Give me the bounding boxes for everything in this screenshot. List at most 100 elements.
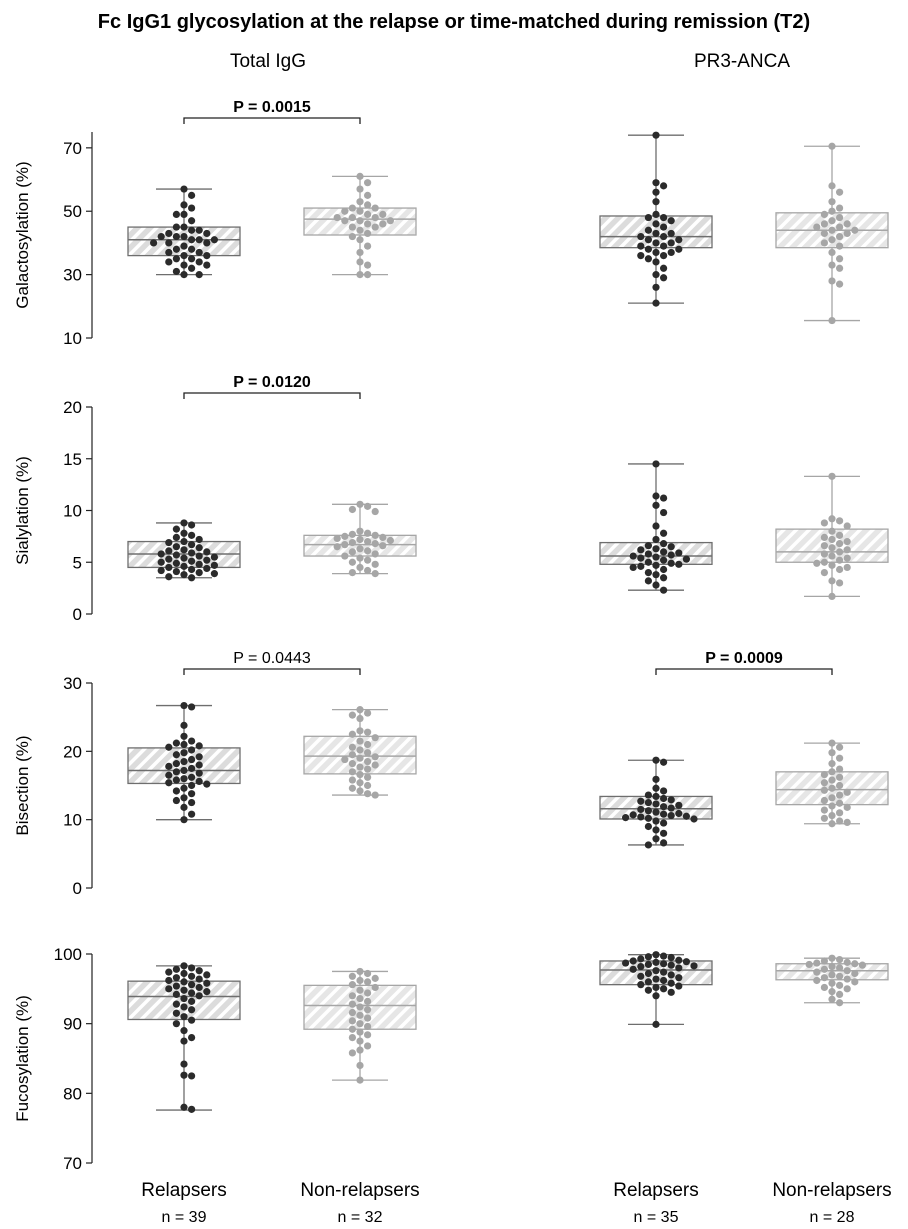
data-point — [652, 792, 660, 801]
data-point — [203, 239, 211, 247]
data-point — [203, 252, 211, 260]
data-point — [629, 552, 637, 560]
n-label-nonrelapsers-pr3: n = 28 — [810, 1209, 855, 1226]
data-point — [652, 553, 660, 561]
data-point — [843, 522, 851, 530]
data-point — [820, 814, 829, 822]
data-point — [652, 198, 660, 206]
data-point — [660, 264, 668, 272]
data-point — [195, 569, 203, 577]
data-point — [667, 239, 675, 247]
data-point — [180, 537, 188, 546]
data-point — [348, 213, 356, 222]
data-point — [644, 841, 653, 849]
data-point — [188, 191, 196, 199]
data-point — [652, 239, 660, 247]
data-point — [652, 975, 660, 983]
data-point — [188, 972, 196, 980]
data-point — [356, 763, 364, 771]
column-title-pr3-anca: PR3-ANCA — [694, 51, 790, 72]
data-point — [364, 261, 372, 269]
data-point — [172, 543, 180, 551]
data-point — [356, 198, 364, 206]
data-point — [356, 779, 364, 787]
data-point — [660, 819, 668, 827]
data-point — [165, 573, 173, 581]
data-point — [348, 232, 356, 241]
data-point — [644, 245, 653, 253]
data-point — [165, 985, 173, 993]
panel-0: 10 30 50 70 Galactosylation (%) P = 0.0015 — [13, 99, 889, 348]
data-point — [180, 223, 188, 231]
data-point — [188, 531, 196, 539]
data-point — [364, 1006, 372, 1014]
data-point — [652, 188, 660, 196]
data-point — [843, 554, 851, 562]
data-point — [348, 730, 356, 738]
data-point — [348, 223, 356, 231]
data-point — [165, 538, 173, 547]
n-label-nonrelapsers-total: n = 32 — [338, 1209, 383, 1226]
data-point — [348, 569, 356, 577]
data-point — [682, 555, 691, 563]
y-axis-label: Bisection (%) — [13, 735, 32, 835]
data-point — [667, 988, 675, 996]
box-relapsers-0 — [127, 519, 241, 582]
data-point — [820, 229, 829, 238]
data-point — [188, 574, 196, 582]
data-point — [364, 210, 372, 218]
p-value-label: P = 0.0015 — [233, 99, 311, 116]
data-point — [652, 835, 660, 843]
data-point — [188, 810, 196, 818]
data-point — [660, 508, 668, 517]
data-point — [356, 236, 364, 244]
data-point — [843, 546, 851, 554]
data-point — [172, 559, 180, 567]
data-point — [836, 743, 844, 751]
data-point — [667, 248, 675, 257]
data-point — [836, 765, 844, 773]
data-point — [165, 258, 173, 266]
y-tick-label: 20 — [63, 398, 82, 417]
panel-3: 70 80 90 100 Fucosylation (%) — [13, 945, 889, 1173]
y-axis-label: Galactosylation (%) — [13, 161, 32, 308]
y-tick-label: 70 — [63, 1154, 82, 1173]
data-point — [180, 721, 188, 729]
data-point — [660, 810, 668, 818]
data-point — [836, 242, 844, 250]
data-point — [195, 226, 203, 234]
data-point — [828, 592, 836, 601]
data-point — [165, 743, 173, 751]
data-point — [364, 179, 372, 187]
data-point — [180, 732, 188, 740]
data-point — [637, 554, 645, 562]
data-point — [188, 989, 196, 997]
data-point — [660, 252, 668, 260]
data-point — [356, 1046, 364, 1054]
data-point — [858, 961, 867, 969]
data-point — [348, 1034, 356, 1042]
data-point — [188, 790, 196, 798]
n-label-relapsers-total: n = 39 — [162, 1209, 207, 1226]
data-point — [195, 975, 203, 983]
data-point — [188, 746, 196, 754]
panels: 10 30 50 70 Galactosylation (%) P = 0.0015 0 5 1… — [13, 99, 889, 1173]
data-point — [851, 960, 859, 968]
data-point — [660, 565, 668, 574]
data-point — [348, 776, 356, 784]
data-point — [188, 703, 196, 711]
significance-bracket: P = 0.0009 — [655, 650, 833, 675]
data-point — [371, 213, 379, 222]
data-point — [195, 992, 203, 1000]
data-point — [165, 779, 173, 787]
data-point — [364, 773, 372, 781]
data-point — [675, 560, 683, 568]
data-point — [386, 217, 394, 225]
data-point — [851, 978, 859, 986]
data-point — [180, 571, 188, 579]
data-point — [348, 768, 356, 776]
data-point — [851, 969, 859, 978]
data-point — [637, 972, 645, 980]
p-value-label: P = 0.0009 — [705, 650, 783, 667]
data-point — [828, 988, 836, 996]
